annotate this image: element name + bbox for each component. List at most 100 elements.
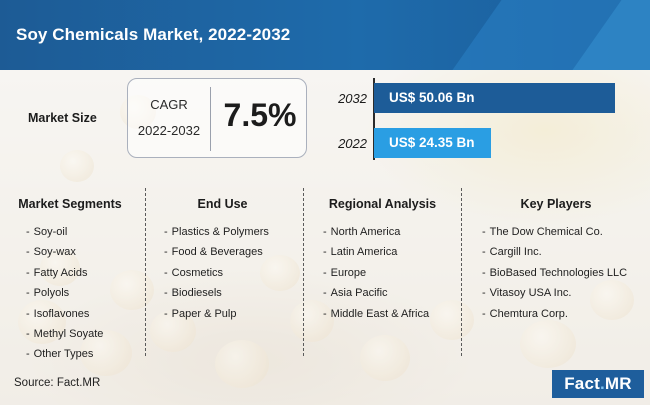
list-dash: -: [482, 307, 486, 320]
list-item: - The Dow Chemical Co.: [468, 222, 644, 242]
list-item-text: Food & Beverages: [171, 246, 263, 259]
list-dash: -: [26, 246, 30, 259]
list-item: - Paper & Pulp: [150, 304, 295, 324]
factmr-logo: Fact. MR: [552, 370, 644, 398]
list-item: - Europe: [310, 263, 455, 283]
list-item: - Isoflavones: [14, 304, 126, 324]
title-banner: Soy Chemicals Market, 2022-2032: [0, 0, 650, 70]
bar-2032: [374, 83, 615, 113]
list-dash: -: [164, 246, 168, 259]
cagr-divider: [210, 87, 211, 151]
list-item: - Polyols: [14, 283, 126, 303]
list-item: - Cargill Inc.: [468, 242, 644, 262]
list-dash: -: [323, 266, 327, 279]
column-end-use: End Use - Plastics & Polymers - Food & Beve…: [150, 197, 295, 324]
column-title: Market Segments: [18, 197, 122, 211]
list-dash: -: [323, 226, 327, 238]
column-key-players: Key Players - The Dow Chemical Co. - Cargil…: [468, 197, 644, 324]
bar-value-label: US$ 50.06 Bn: [389, 90, 475, 105]
list-item: - Other Types: [14, 344, 126, 364]
list-dash: -: [164, 307, 168, 320]
list-item-text: Vitasoy USA Inc.: [489, 287, 572, 300]
list-item: - Methyl Soyate: [14, 324, 126, 344]
list-item: - North America: [310, 222, 455, 242]
list-item: - Biodiesels: [150, 283, 295, 303]
list-dash: -: [164, 287, 168, 300]
list-item-text: Cosmetics: [171, 266, 224, 279]
list-item: - Chemtura Corp.: [468, 304, 644, 324]
list-dash: -: [26, 328, 30, 341]
list-item: - BioBased Technologies LLC: [468, 263, 644, 283]
list-dash: -: [482, 226, 486, 238]
list-item: - Latin America: [310, 242, 455, 262]
list-dash: -: [323, 307, 327, 320]
list-item-text: Methyl Soyate: [33, 328, 104, 341]
bar-value-label: US$ 24.35 Bn: [389, 135, 475, 150]
segment-list: - Soy-oil - Soy-wax - Fatty Acids - Polyols - Iso…: [14, 222, 126, 365]
column-market-segments: Market Segments - Soy-oil - Soy-wax - Fatty A…: [14, 197, 126, 365]
column-separator: [461, 188, 462, 356]
list-item-text: Paper & Pulp: [171, 307, 237, 320]
bar-axis-line: [373, 78, 375, 160]
list-dash: -: [164, 266, 168, 279]
list-item: - Fatty Acids: [14, 263, 126, 283]
source-note: Source: Fact.MR: [14, 377, 101, 389]
list-item-text: Cargill Inc.: [489, 246, 542, 259]
cagr-box: CAGR 2022-2032 7.5%: [127, 78, 307, 158]
list-item-text: North America: [330, 226, 401, 238]
list-item-text: Biodiesels: [171, 287, 222, 300]
list-item-text: Polyols: [33, 287, 70, 300]
list-item-text: Chemtura Corp.: [489, 307, 568, 320]
logo-text-main: Fact: [564, 374, 600, 393]
list-item-text: Latin America: [330, 246, 398, 259]
list-dash: -: [323, 246, 327, 259]
list-item-text: Asia Pacific: [330, 287, 388, 300]
list-item-text: Soy-oil: [33, 226, 68, 238]
market-size-label: Market Size: [28, 111, 97, 125]
column-title: Regional Analysis: [328, 197, 437, 211]
list-item-text: Middle East & Africa: [330, 307, 430, 320]
bar-2022: [374, 128, 492, 158]
end-use-list: - Plastics & Polymers - Food & Beverages - Co…: [150, 222, 295, 324]
bar-year-label: 2022: [338, 136, 367, 151]
page-title: Soy Chemicals Market, 2022-2032: [16, 25, 291, 44]
key-player-list: - The Dow Chemical Co. - Cargill Inc. - BioBa…: [468, 222, 644, 324]
list-item-text: Plastics & Polymers: [171, 226, 269, 238]
list-item-text: Isoflavones: [33, 307, 90, 320]
list-dash: -: [26, 226, 30, 238]
list-item: - Cosmetics: [150, 263, 295, 283]
list-dash: -: [482, 246, 486, 259]
list-dash: -: [26, 287, 30, 300]
list-item-text: Fatty Acids: [33, 266, 88, 279]
list-item: - Food & Beverages: [150, 242, 295, 262]
column-separator: [145, 188, 146, 356]
list-item: - Soy-oil: [14, 222, 126, 242]
cagr-years: 2022-2032: [137, 123, 201, 138]
list-item: - Soy-wax: [14, 242, 126, 262]
list-dash: -: [26, 348, 30, 361]
cagr-label: CAGR: [150, 97, 188, 112]
logo-text-tail: MR: [604, 374, 632, 393]
bar-year-label: 2032: [338, 91, 367, 106]
column-regional-analysis: Regional Analysis - North America - Latin A…: [310, 197, 455, 324]
list-dash: -: [482, 266, 486, 279]
list-item: - Vitasoy USA Inc.: [468, 283, 644, 303]
region-list: - North America - Latin America - Europe - Asia…: [310, 222, 455, 324]
column-separator: [303, 188, 304, 356]
list-dash: -: [26, 266, 30, 279]
list-item-text: Europe: [330, 266, 367, 279]
logo-text-dot: .: [599, 374, 605, 393]
list-item-text: The Dow Chemical Co.: [489, 226, 603, 238]
list-dash: -: [164, 226, 168, 238]
list-item-text: Soy-wax: [33, 246, 76, 259]
column-title: Key Players: [520, 197, 592, 211]
column-title: End Use: [197, 197, 248, 211]
list-item: - Asia Pacific: [310, 283, 455, 303]
list-dash: -: [323, 287, 327, 300]
list-item-text: Other Types: [33, 348, 94, 361]
cagr-value: 7.5%: [223, 97, 297, 133]
list-dash: -: [26, 307, 30, 320]
list-dash: -: [482, 287, 486, 300]
list-item: - Middle East & Africa: [310, 304, 455, 324]
list-item: - Plastics & Polymers: [150, 222, 295, 242]
